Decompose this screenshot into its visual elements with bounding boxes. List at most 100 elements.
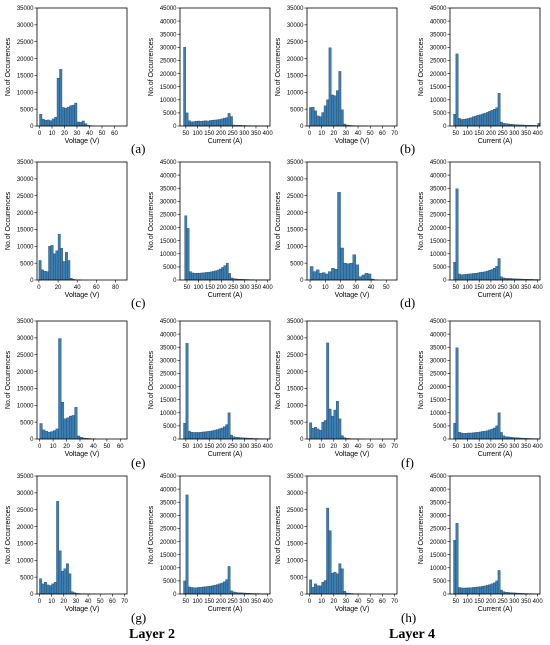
x-tick-label: 150 <box>205 285 216 291</box>
y-axis-label: No.of Occurrences <box>5 37 12 96</box>
y-tick-label: 30000 <box>430 359 447 365</box>
y-axis-label: No.of Occurrences <box>275 191 282 250</box>
panel-label-h: (h) <box>401 610 417 625</box>
y-tick-label: 20000 <box>17 525 34 531</box>
y-tick-label: 0 <box>173 437 177 443</box>
histogram-bar <box>220 582 224 595</box>
histogram-bar <box>465 587 468 595</box>
x-tick-label: 100 <box>193 599 204 605</box>
histogram-bar <box>364 273 369 281</box>
histogram-bar <box>474 273 478 281</box>
histogram-bar <box>323 420 327 440</box>
histogram-bar <box>311 106 315 127</box>
histogram-bar <box>500 276 503 281</box>
histogram-bar <box>311 587 315 595</box>
histogram-bar <box>316 428 320 440</box>
histogram-bar <box>219 268 222 281</box>
chart-f-voltage: 0 5000 10000 15000 20000 25000 30000 35000 0 10 20… <box>275 319 399 458</box>
histogram-bar <box>216 584 219 595</box>
y-tick-label: 10000 <box>287 403 304 409</box>
y-tick-label: 10000 <box>160 252 177 258</box>
histogram-bar <box>314 427 317 440</box>
y-tick-label: 5000 <box>20 420 34 426</box>
y-tick-label: 10000 <box>430 252 447 258</box>
x-tick-label: 50 <box>99 131 106 137</box>
histogram-bar <box>462 433 466 440</box>
y-tick-label: 25000 <box>17 194 34 200</box>
histogram-bar <box>63 418 67 440</box>
histogram-bar <box>58 550 62 595</box>
chart-d-current: 0 5000 10000 15000 20000 25000 30000 35000 40000… <box>418 160 543 299</box>
histogram-bar <box>77 435 81 440</box>
y-tick-label: 10000 <box>160 566 177 572</box>
y-tick-label: 25000 <box>430 213 447 219</box>
x-tick-label: 10 <box>318 444 325 450</box>
y-tick-label: 40000 <box>430 19 447 25</box>
histogram-bar <box>481 431 485 440</box>
x-tick-label: 100 <box>193 444 204 450</box>
histogram-bar <box>328 47 332 127</box>
histogram-bar <box>209 271 213 281</box>
histogram-bar <box>202 272 206 281</box>
histogram-bar <box>326 507 330 595</box>
x-tick-label: 10 <box>49 131 56 137</box>
y-tick-label: 20000 <box>287 57 304 63</box>
histogram-bar <box>199 587 203 595</box>
chart-c-current: 0 5000 10000 15000 20000 25000 30000 35000 40000… <box>148 160 273 299</box>
y-tick-label: 45000 <box>160 6 177 12</box>
histogram-bar <box>188 586 191 595</box>
y-tick-label: 15000 <box>287 387 304 393</box>
histogram-bar <box>56 77 60 127</box>
histogram-bar <box>202 120 205 127</box>
histogram-bar <box>55 428 59 440</box>
y-axis-label: No.of Occurrences <box>148 350 155 409</box>
x-tick-label: 250 <box>498 444 509 450</box>
histogram-bar <box>358 276 363 281</box>
histogram-bar <box>349 262 353 281</box>
histogram-bar <box>202 586 205 595</box>
x-tick-label: 400 <box>263 285 274 291</box>
histogram-bar <box>39 423 43 440</box>
plot-frame <box>306 161 398 281</box>
y-tick-label: 35000 <box>17 6 34 12</box>
x-tick-label: 30 <box>352 285 359 291</box>
histogram-bar <box>39 114 43 127</box>
y-tick-label: 30000 <box>17 336 34 342</box>
y-tick-label: 25000 <box>160 527 177 533</box>
histogram-bar <box>500 432 503 440</box>
y-tick-label: 35000 <box>287 474 304 480</box>
y-tick-label: 5000 <box>290 107 304 113</box>
x-tick-label: 0 <box>308 599 312 605</box>
y-tick-label: 5000 <box>290 261 304 267</box>
x-tick-label: 350 <box>521 444 532 450</box>
y-tick-label: 0 <box>300 124 304 130</box>
histogram-bar <box>61 107 65 127</box>
x-tick-label: 10 <box>48 599 55 605</box>
x-tick-label: 300 <box>239 599 250 605</box>
histogram-bar <box>51 118 55 127</box>
histogram-bar <box>481 271 485 281</box>
histogram-bar <box>59 69 63 127</box>
y-tick-label: 25000 <box>287 508 304 514</box>
x-tick-label: 300 <box>509 599 520 605</box>
histogram-bar <box>334 269 338 281</box>
histogram-bar <box>338 418 342 440</box>
x-tick-label: 300 <box>240 285 251 291</box>
y-tick-label: 30000 <box>287 491 304 497</box>
y-tick-label: 0 <box>443 278 447 284</box>
histogram-bar <box>453 114 457 127</box>
y-tick-label: 25000 <box>430 372 447 378</box>
histogram-bar <box>474 115 478 127</box>
x-axis-label: Current (A) <box>478 606 513 613</box>
histogram-bar <box>483 430 487 440</box>
y-tick-label: 20000 <box>430 385 447 391</box>
histogram-bar <box>493 582 496 595</box>
histogram-bar <box>333 571 337 595</box>
y-tick-label: 20000 <box>160 72 177 78</box>
x-tick-label: 20 <box>337 285 344 291</box>
y-tick-label: 25000 <box>17 508 34 514</box>
histogram-bar <box>50 431 54 440</box>
y-tick-label: 15000 <box>160 239 177 245</box>
x-tick-label: 100 <box>463 131 474 137</box>
x-tick-label: 50 <box>453 131 460 137</box>
